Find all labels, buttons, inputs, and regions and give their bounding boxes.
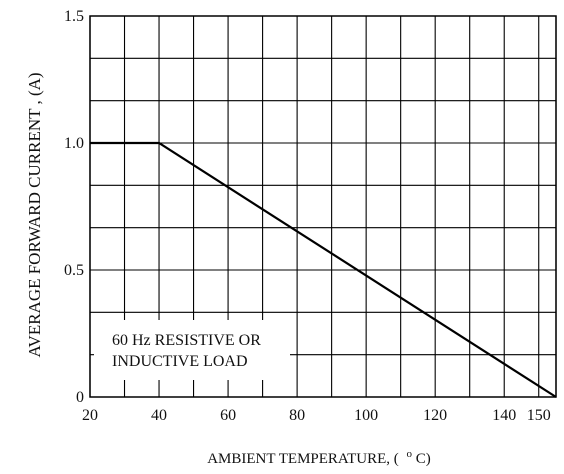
- x-axis-label: AMBIENT TEMPERATURE, ( o C): [207, 445, 431, 467]
- x-tick-label-7: 150: [527, 407, 551, 424]
- y-tick-label-0: 0: [76, 389, 84, 406]
- annotation-box: [94, 320, 290, 380]
- y-tick-label-1: 0.5: [64, 262, 84, 279]
- y-tick-label-3: 1.5: [64, 8, 84, 25]
- y-tick-labels: 0 0.5 1.0 1.5: [64, 8, 84, 406]
- x-axis-label-sup: o: [407, 448, 413, 460]
- annotation-line-1: 60 Hz RESISTIVE OR: [112, 332, 261, 349]
- x-axis-label-unit: C): [416, 451, 431, 467]
- x-tick-label-2: 60: [220, 407, 236, 424]
- annotation-line-2: INDUCTIVE LOAD: [112, 353, 248, 370]
- x-tick-label-3: 80: [289, 407, 305, 424]
- x-axis-label-prefix: AMBIENT TEMPERATURE, (: [207, 451, 399, 467]
- x-tick-label-1: 40: [151, 407, 167, 424]
- x-tick-label-6: 140: [492, 407, 516, 424]
- x-tick-label-5: 120: [423, 407, 447, 424]
- x-tick-label-4: 100: [354, 407, 378, 424]
- y-axis-label: AVERAGE FORWARD CURRENT , (A): [25, 72, 44, 357]
- y-tick-label-2: 1.0: [64, 135, 84, 152]
- x-tick-label-0: 20: [82, 407, 98, 424]
- x-tick-labels: 20 40 60 80 100 120 140 150: [82, 407, 551, 424]
